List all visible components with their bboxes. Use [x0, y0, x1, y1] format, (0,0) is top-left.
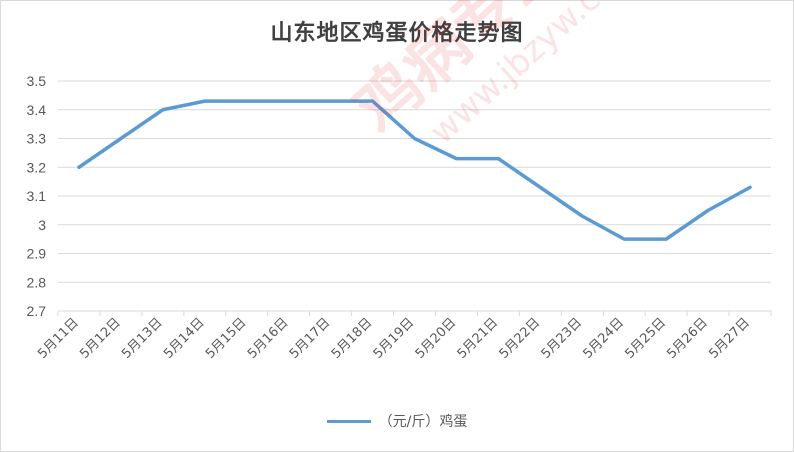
x-tick-label: 5月16日 [245, 315, 292, 362]
x-tick-label: 5月23日 [539, 315, 586, 362]
y-tick-label: 2.8 [27, 274, 47, 290]
y-tick-label: 3.4 [27, 102, 47, 118]
y-tick-label: 3.3 [27, 131, 47, 147]
x-tick-label: 5月19日 [371, 315, 418, 362]
y-tick-label: 2.9 [27, 246, 47, 262]
x-tick-label: 5月11日 [35, 315, 82, 362]
x-tick-label: 5月25日 [622, 315, 669, 362]
series-line [77, 99, 752, 241]
x-tick-label: 5月17日 [287, 315, 334, 362]
legend-swatch [326, 419, 371, 423]
x-tick-label: 5月18日 [329, 315, 376, 362]
y-tick-label: 3.2 [27, 159, 47, 175]
y-tick-label: 3.5 [27, 73, 47, 89]
x-tick-label: 5月21日 [455, 315, 502, 362]
legend: （元/斤）鸡蛋 [1, 411, 793, 431]
x-tick-label: 5月12日 [77, 315, 124, 362]
y-tick-label: 3 [38, 217, 46, 233]
y-tick-label: 3.1 [27, 188, 47, 204]
x-tick-label: 5月24日 [580, 315, 627, 362]
x-tick-label: 5月13日 [119, 315, 166, 362]
x-tick-label: 5月22日 [497, 315, 544, 362]
x-tick-label: 5月26日 [664, 315, 711, 362]
chart-title: 山东地区鸡蛋价格走势图 [270, 21, 524, 46]
x-tick-label: 5月20日 [413, 315, 460, 362]
x-tick-label: 5月14日 [161, 315, 208, 362]
x-tick-label: 5月27日 [706, 315, 753, 362]
legend-label: （元/斤）鸡蛋 [378, 414, 468, 430]
x-tick-label: 5月15日 [203, 315, 250, 362]
y-tick-label: 2.7 [27, 303, 47, 319]
